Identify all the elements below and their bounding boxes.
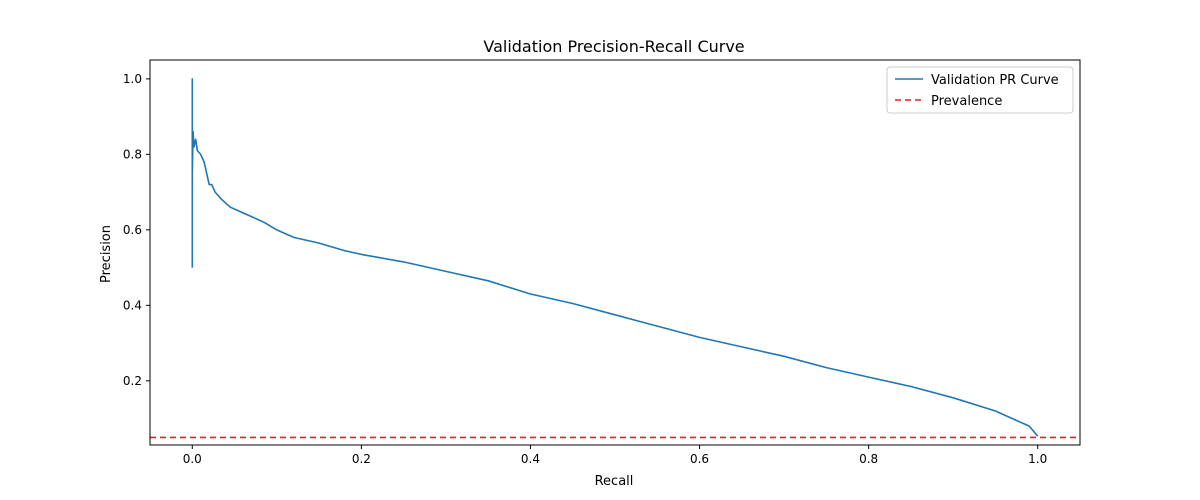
x-axis-label: Recall <box>595 474 634 489</box>
y-tick-label: 0.8 <box>123 147 142 161</box>
x-tick-label: 0.4 <box>521 452 540 466</box>
y-tick-label: 0.6 <box>123 223 142 237</box>
legend-box <box>886 66 1074 114</box>
y-tick-label: 1.0 <box>123 72 142 86</box>
y-tick-label: 0.4 <box>123 298 142 312</box>
legend-label: Prevalence <box>931 94 1002 109</box>
pr-curve-line <box>191 78 1039 437</box>
chart-title: Validation Precision-Recall Curve <box>483 37 744 56</box>
x-tick-label: 0.6 <box>690 452 709 466</box>
y-tick-label: 0.2 <box>123 374 142 388</box>
x-tick-label: 0.8 <box>859 452 878 466</box>
plot-area <box>150 78 1080 439</box>
legend: Validation PR Curve Prevalence <box>886 66 1074 114</box>
x-tick-label: 0.0 <box>183 452 202 466</box>
y-axis-label: Precision <box>99 225 114 283</box>
plot-frame <box>149 59 1081 446</box>
x-tick-label: 0.2 <box>352 452 371 466</box>
legend-label: Validation PR Curve <box>931 73 1059 88</box>
axes: 0.0 0.2 0.4 0.6 0.8 1.0 0.2 0.4 0.6 0.8 1.0 <box>123 59 1081 466</box>
x-tick-label: 1.0 <box>1028 452 1047 466</box>
